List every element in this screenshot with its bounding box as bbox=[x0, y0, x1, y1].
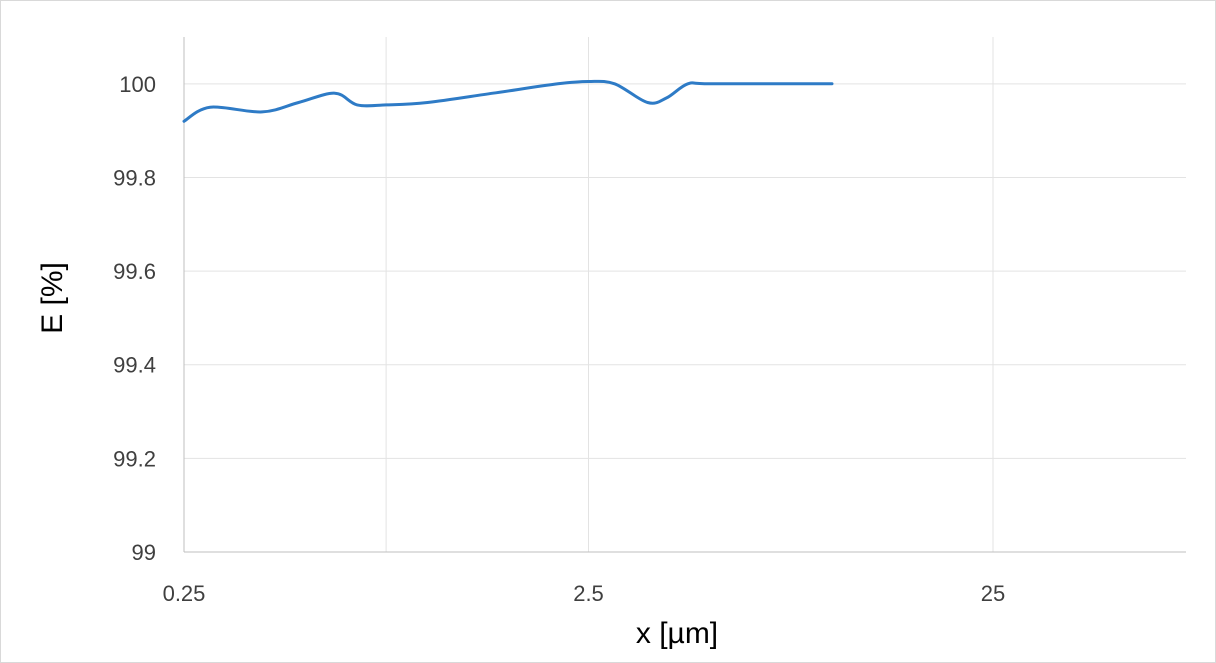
x-tick-label: 25 bbox=[981, 581, 1005, 606]
x-axis-title: x [µm] bbox=[636, 617, 718, 650]
series-line bbox=[182, 79, 834, 123]
y-tick-label: 99.4 bbox=[113, 353, 156, 378]
x-tick-label: 0.25 bbox=[163, 581, 206, 606]
axis-layer bbox=[183, 37, 1186, 553]
y-tick-label: 99.6 bbox=[113, 259, 156, 284]
y-tick-label: 99.8 bbox=[113, 165, 156, 190]
y-tick-label: 99 bbox=[132, 540, 156, 565]
y-tick-label: 99.2 bbox=[113, 446, 156, 471]
grid-layer bbox=[184, 37, 1186, 552]
tick-label-layer: 99 99.2 99.4 99.6 99.8 100 0.25 2.5 25 bbox=[113, 72, 1005, 606]
y-tick-label: 100 bbox=[119, 72, 156, 97]
y-axis-title: E [%] bbox=[36, 262, 69, 334]
series-layer bbox=[182, 79, 834, 123]
x-tick-label: 2.5 bbox=[573, 581, 604, 606]
